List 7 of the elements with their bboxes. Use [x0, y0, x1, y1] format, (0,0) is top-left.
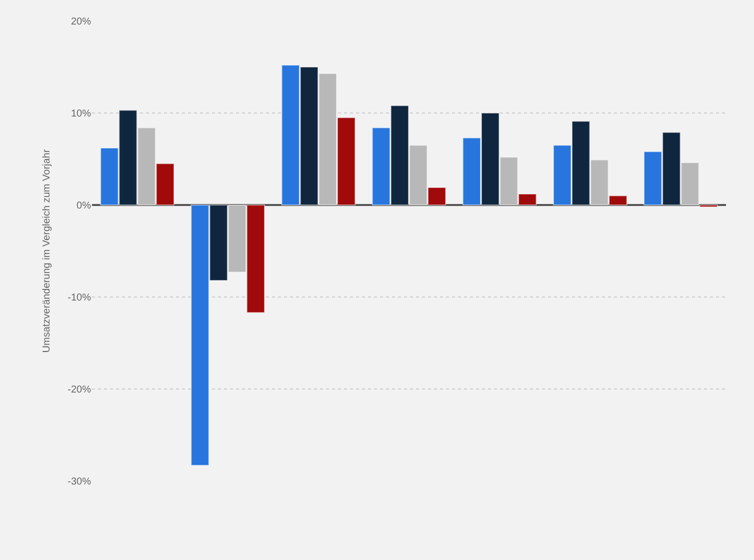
y-tick-label: -30%	[68, 476, 92, 488]
y-axis-title: Umsatzveränderung im Vergleich zum Vorjahr	[42, 148, 53, 353]
y-tick-label: 0%	[76, 200, 92, 212]
y-tick-label: 10%	[70, 108, 92, 120]
y-tick-label: -20%	[68, 384, 92, 396]
y-tick-label: -10%	[68, 292, 92, 304]
y-tick-label: 20%	[70, 16, 92, 28]
